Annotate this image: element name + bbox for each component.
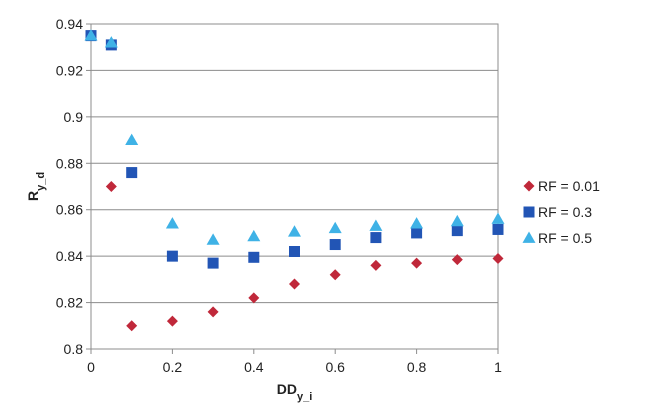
x-axis-title-sub: y_i [297, 391, 312, 403]
series-rf-001 [105, 181, 504, 332]
y-tick-label: 0.8 [64, 341, 84, 357]
point-rf-05 [288, 225, 301, 237]
point-rf-03 [451, 225, 463, 237]
x-tick-label: 0.6 [325, 359, 345, 375]
x-axis-title: DDy_i [277, 381, 313, 403]
legend-marker-rf-001 [523, 180, 535, 192]
legend-marker-shape [523, 180, 535, 192]
y-axis-title: Ry_d [25, 172, 47, 201]
point-rf-05 [328, 221, 342, 234]
legend-label-rf-03: RF = 0.3 [538, 204, 592, 220]
point-rf-05 [84, 29, 98, 41]
legend-label-rf-05: RF = 0.5 [538, 230, 592, 246]
point-rf-05 [369, 219, 383, 231]
point-rf-001 [207, 306, 219, 318]
y-tick-label: 0.9 [64, 109, 84, 125]
y-tick-label: 0.92 [56, 62, 83, 78]
legend-marker-shape [523, 206, 535, 218]
point-rf-03 [329, 239, 341, 251]
point-rf-03 [370, 232, 382, 244]
y-tick-label: 0.94 [56, 16, 83, 32]
legend-marker-rf-03 [523, 206, 535, 218]
point-rf-03 [166, 250, 178, 262]
point-rf-05 [165, 217, 179, 229]
legend-marker-rf-05 [522, 231, 536, 243]
legend-item-rf-03: RF = 0.3 [523, 204, 592, 220]
point-rf-001 [411, 257, 423, 269]
point-rf-05 [104, 36, 118, 48]
point-rf-05 [125, 133, 139, 145]
point-rf-001 [329, 269, 341, 281]
point-rf-001 [126, 320, 138, 332]
point-rf-05 [410, 217, 424, 229]
legend-item-rf-001: RF = 0.01 [523, 178, 600, 194]
point-rf-001 [370, 259, 382, 271]
point-rf-001 [248, 292, 260, 304]
y-tick-label: 0.86 [56, 202, 83, 218]
grid-lines [91, 23, 498, 304]
point-rf-001 [166, 315, 178, 327]
point-rf-05 [450, 214, 464, 227]
y-tick-label: 0.82 [56, 295, 83, 311]
point-rf-03 [492, 223, 504, 235]
point-rf-001 [289, 278, 300, 290]
point-rf-03 [126, 167, 138, 179]
x-tick-label: 0.8 [407, 359, 427, 375]
y-axis-title-main: R [25, 191, 41, 201]
point-rf-001 [105, 181, 117, 192]
point-rf-001 [492, 252, 504, 264]
tick-labels: 0.8 0.82 0.84 0.86 0.88 0.9 0.92 0.94 0 0.2 0.4 0.6… [56, 16, 502, 375]
point-rf-05 [491, 212, 505, 224]
legend: RF = 0.01 RF = 0.3 RF = 0.5 [522, 178, 600, 246]
point-rf-001 [451, 254, 463, 266]
point-rf-05 [206, 233, 220, 245]
point-rf-05 [247, 229, 261, 242]
point-rf-03 [207, 257, 219, 269]
y-tick-label: 0.84 [56, 248, 83, 264]
axis-ticks [86, 23, 499, 354]
legend-label-rf-001: RF = 0.01 [538, 178, 600, 194]
y-axis-title-sub: y_d [35, 172, 47, 191]
legend-marker-shape [522, 231, 536, 243]
x-axis-title-main: DD [277, 381, 297, 397]
plot-area [90, 23, 499, 350]
x-tick-label: 0.2 [163, 359, 183, 375]
x-tick-label: 1 [494, 359, 502, 375]
point-rf-03 [248, 251, 260, 263]
legend-item-rf-05: RF = 0.5 [522, 230, 592, 246]
data-points [84, 29, 505, 332]
point-rf-03 [289, 246, 300, 257]
series-rf-05 [84, 29, 505, 245]
x-tick-label: 0.4 [244, 359, 264, 375]
y-tick-label: 0.88 [56, 155, 83, 171]
x-tick-label: 0 [87, 359, 95, 375]
point-rf-03 [411, 227, 423, 239]
